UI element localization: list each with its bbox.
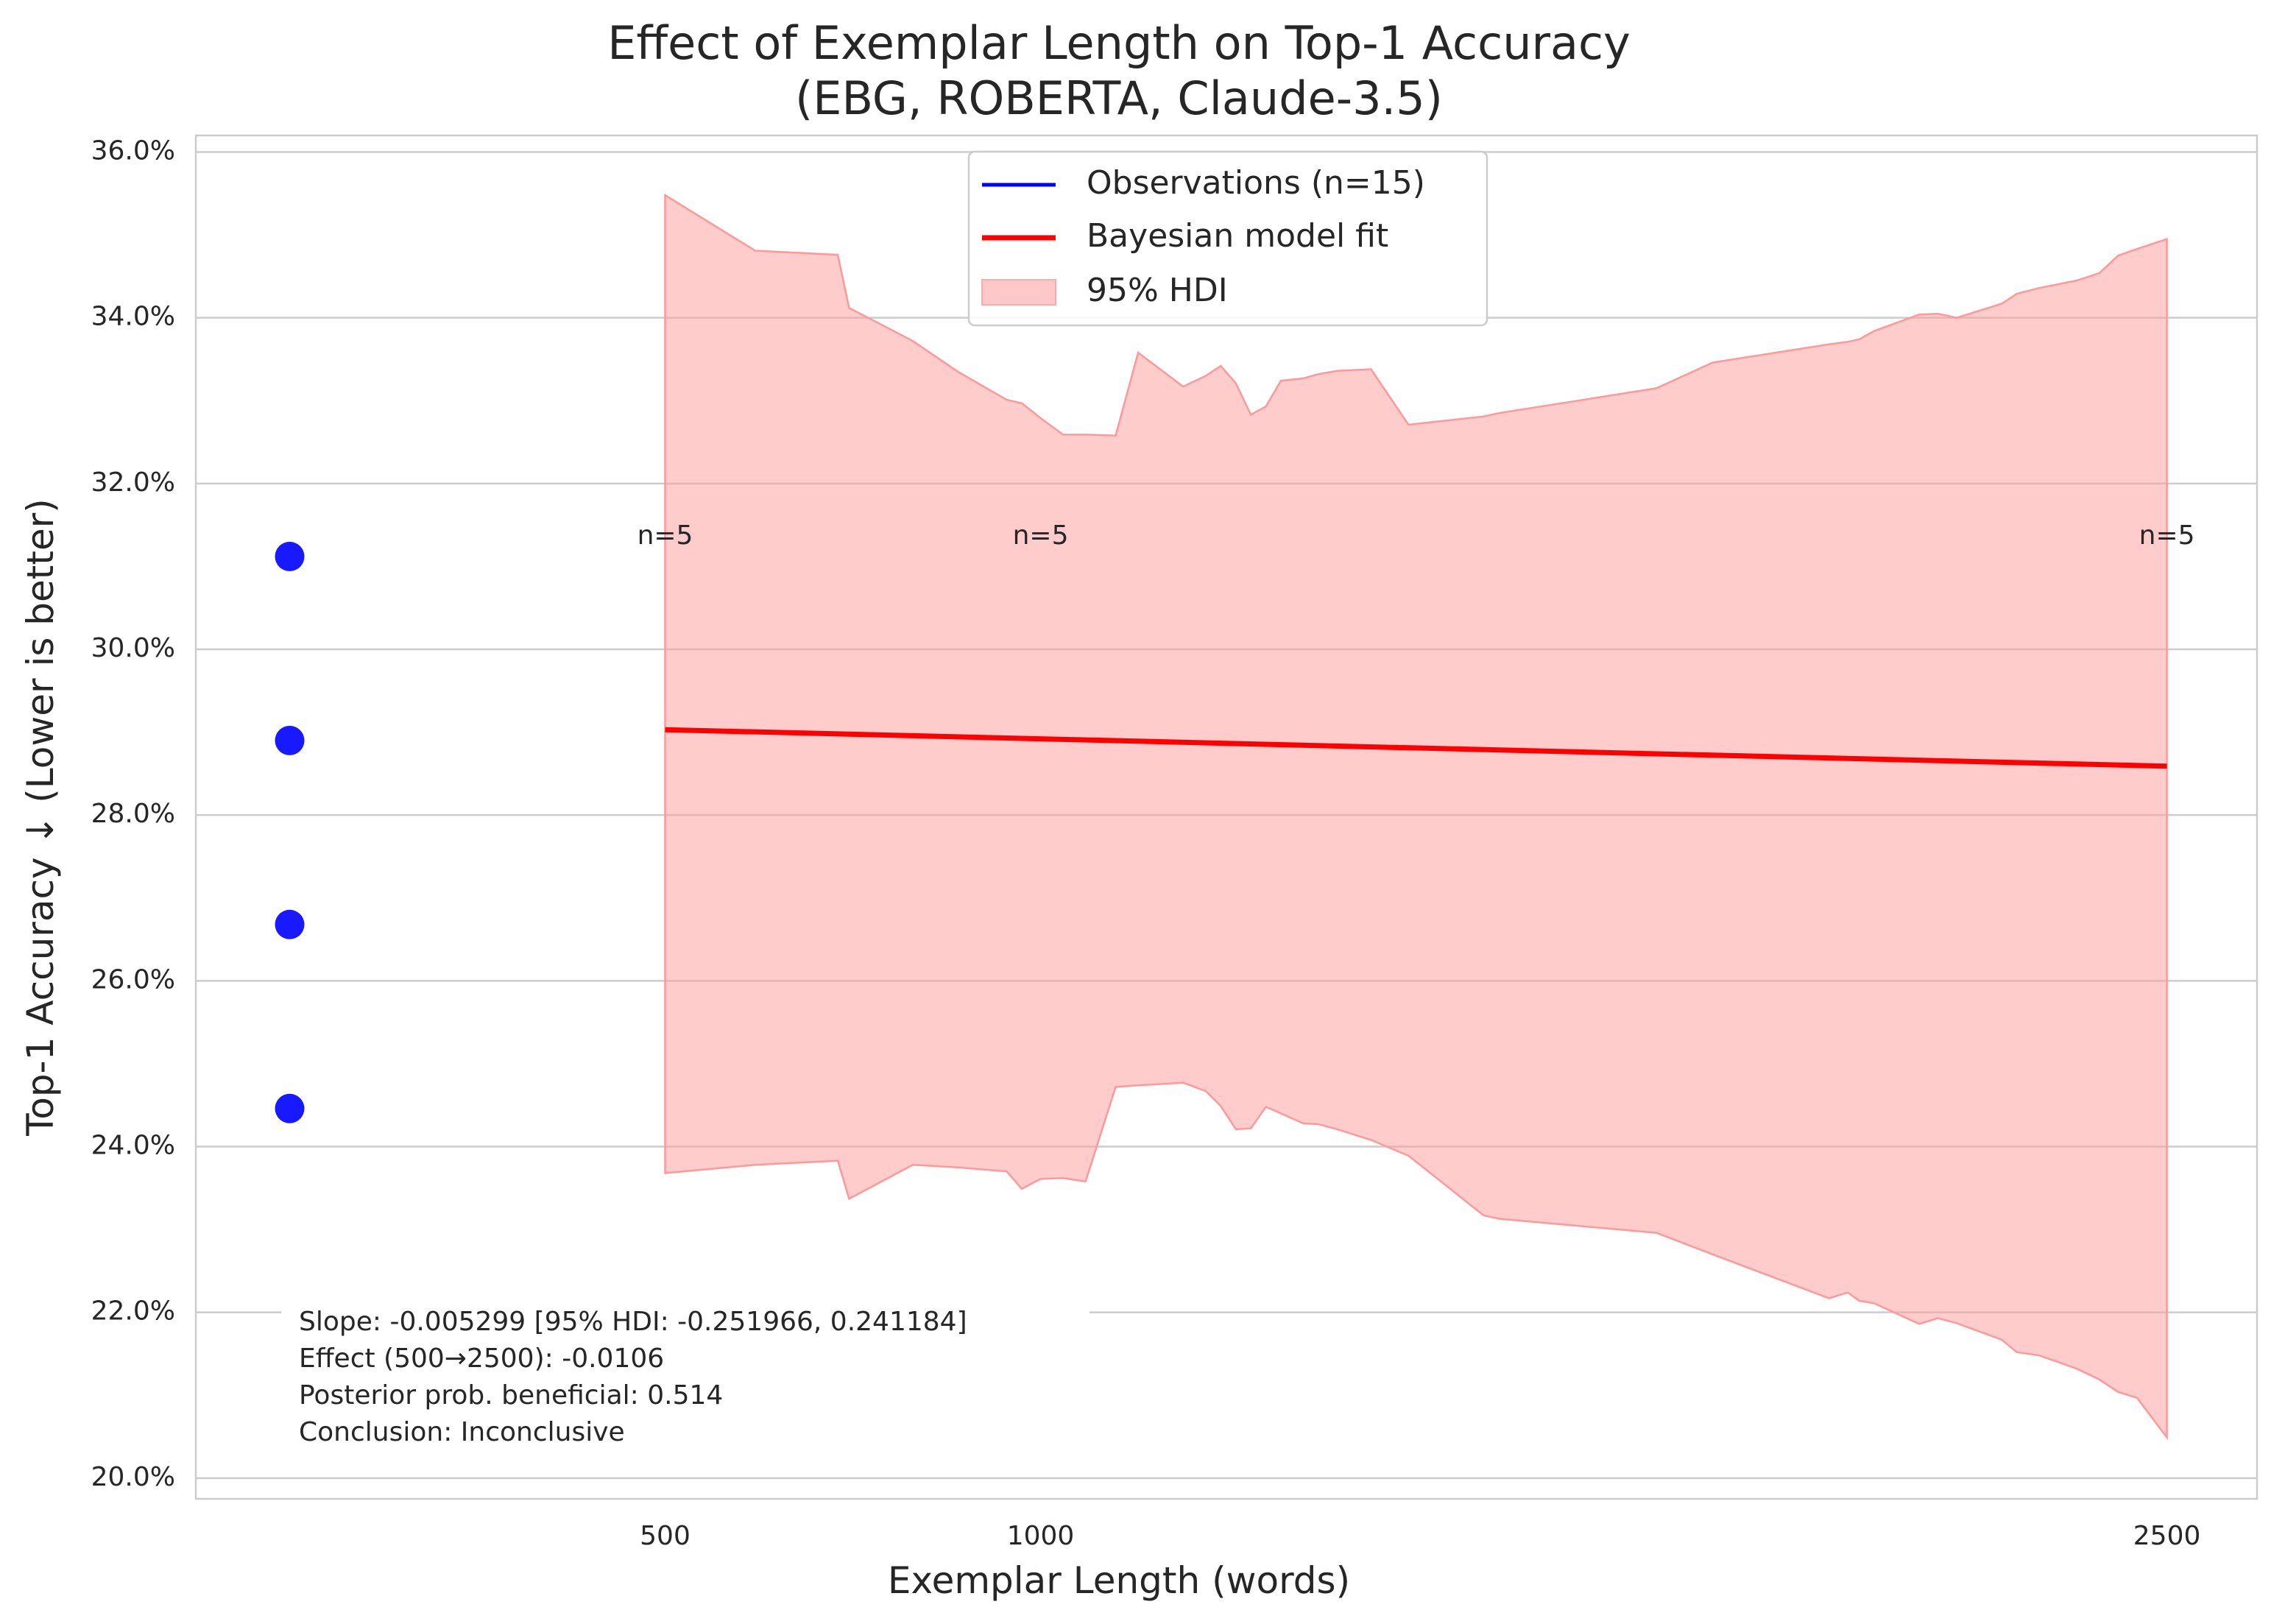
- fit-line: [665, 727, 2167, 769]
- y-tick-label: 24.0%: [91, 1131, 175, 1161]
- stats-box: Slope: -0.005299 [95% HDI: -0.251966, 0.…: [281, 1300, 1089, 1455]
- y-tick-label: 26.0%: [91, 964, 175, 995]
- y-tick-label: 36.0%: [91, 136, 175, 166]
- legend: Observations (n=15) Bayesian model fit 9…: [967, 150, 1488, 327]
- y-tick-label: 20.0%: [91, 1462, 175, 1492]
- plot-frame: [194, 134, 2258, 1500]
- y-tick-label: 32.0%: [91, 467, 175, 498]
- stats-effect: Effect (500→2500): -0.0106: [299, 1344, 664, 1374]
- count-annotation: n=5: [637, 520, 693, 551]
- stats-posterior: Posterior prob. beneficial: 0.514: [299, 1380, 723, 1411]
- legend-hdi-label: 95% HDI: [1087, 272, 1228, 309]
- y-tick-labels: 20.0% 22.0% 24.0% 26.0% 28.0% 30.0% 32.0% 34.0%…: [91, 136, 175, 1492]
- x-axis-label: Exemplar Length (words): [888, 1559, 1350, 1602]
- hdi-band: [664, 193, 2168, 1441]
- legend-frame: [967, 150, 1488, 327]
- y-tick-label: 22.0%: [91, 1296, 175, 1327]
- observations: [275, 541, 305, 1123]
- x-tick-label: 500: [640, 1521, 691, 1551]
- y-tick-label: 34.0%: [91, 302, 175, 332]
- hdi-area: [664, 193, 2168, 1441]
- observation-point: [275, 541, 305, 571]
- stats-conclusion: Conclusion: Inconclusive: [299, 1417, 625, 1447]
- legend-fit-label: Bayesian model fit: [1087, 217, 1388, 255]
- x-tick-label: 2500: [2133, 1521, 2201, 1551]
- x-tick-label: 1000: [1007, 1521, 1075, 1551]
- count-annotation: n=5: [1013, 520, 1069, 551]
- chart-subtitle: (EBG, ROBERTA, Claude-3.5): [795, 71, 1443, 125]
- legend-hdi-swatch: [981, 279, 1056, 306]
- count-annotation: n=5: [2139, 520, 2195, 551]
- y-tick-label: 28.0%: [91, 799, 175, 829]
- stats-slope: Slope: -0.005299 [95% HDI: -0.251966, 0.…: [299, 1307, 967, 1337]
- fit-line-group: [665, 727, 2167, 769]
- legend-observations-label: Observations (n=15): [1087, 164, 1425, 202]
- observation-point: [275, 1093, 305, 1123]
- chart-title: Effect of Exemplar Length on Top-1 Accur…: [607, 16, 1631, 70]
- count-annotations: n=5 n=5 n=5: [637, 520, 2195, 551]
- observation-point: [275, 725, 305, 755]
- y-tick-label: 30.0%: [91, 633, 175, 663]
- observation-point: [275, 909, 305, 939]
- x-tick-labels: 500 1000 2500: [640, 1521, 2200, 1551]
- y-axis-label: Top-1 Accuracy ↓ (Lower is better): [19, 498, 62, 1137]
- stats-box-background: [281, 1300, 1089, 1455]
